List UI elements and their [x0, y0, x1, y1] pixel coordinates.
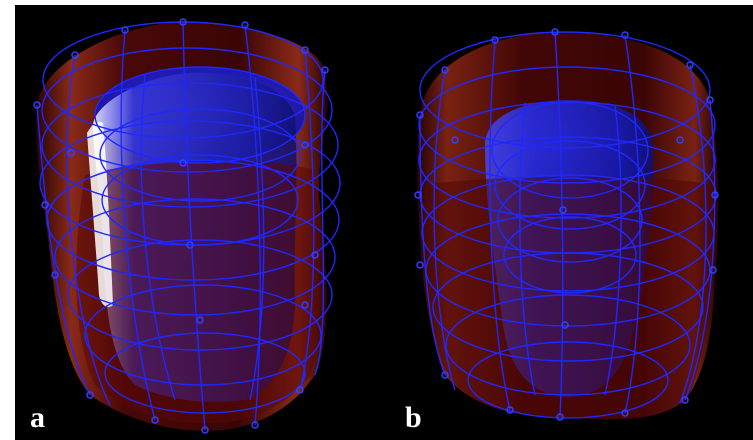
control-points-b: [414, 28, 719, 421]
front-wall-b: [423, 176, 716, 419]
render-scene: [15, 5, 753, 440]
control-points-a: [33, 18, 329, 434]
wireframe-a: [36, 21, 341, 431]
front-wall-a: [76, 160, 320, 424]
heart-model-b: [414, 28, 719, 421]
panel-label-a: a: [30, 401, 45, 434]
wireframe-b: [418, 31, 717, 419]
heart-model-a: [33, 18, 341, 434]
heart-models-svg: [33, 18, 719, 434]
panel-label-b: b: [405, 401, 422, 434]
